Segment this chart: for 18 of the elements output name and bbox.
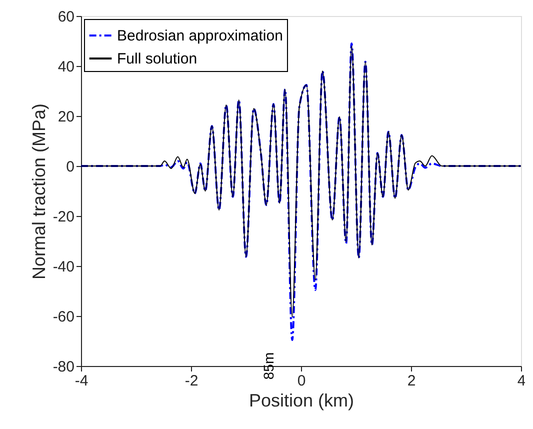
x-tick-label: 0 <box>297 372 306 390</box>
y-tick-label: -40 <box>52 258 74 276</box>
x-tick-label: 2 <box>407 372 416 390</box>
annotation: 85m <box>260 352 277 380</box>
y-tick-label: -80 <box>52 358 74 376</box>
x-tick-label: -2 <box>184 372 198 390</box>
y-tick-label: 40 <box>58 58 74 76</box>
y-tick-label: -20 <box>52 208 74 226</box>
y-tick-label: 20 <box>58 108 74 126</box>
y-tick-label: -60 <box>52 308 74 326</box>
y-tick-label: 60 <box>58 8 74 26</box>
x-tick-label: -4 <box>74 372 88 390</box>
y-axis-title: Normal traction (MPa) <box>28 103 49 280</box>
x-tick-label: 4 <box>517 372 526 390</box>
legend-label: Bedrosian approximation <box>117 28 283 44</box>
y-tick-label: 0 <box>66 158 74 176</box>
x-axis-title: Position (km) <box>248 390 354 410</box>
legend-label: Full solution <box>117 50 198 68</box>
